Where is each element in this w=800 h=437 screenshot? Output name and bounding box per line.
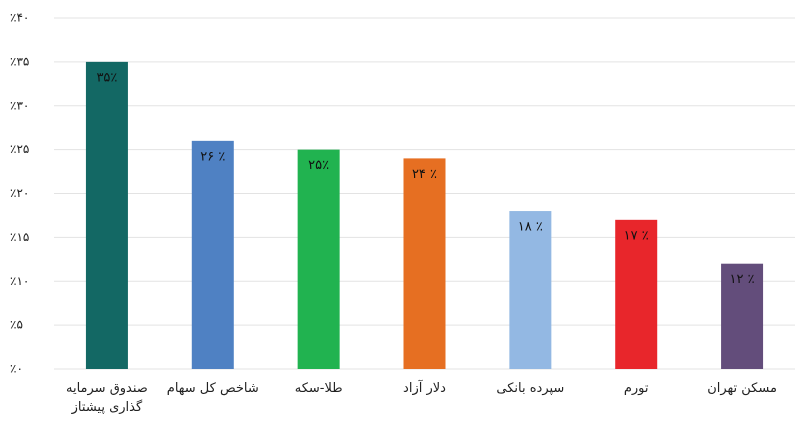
value-label: ۳۵٪ [96, 70, 117, 85]
y-tick-label: ٪۳۰ [10, 98, 29, 112]
bar [721, 263, 764, 369]
value-label: ۲۴ ٪ [412, 167, 437, 182]
y-tick-label: ٪۳۵ [10, 54, 29, 68]
y-tick-label: ٪۴۰ [10, 11, 29, 25]
x-tick-label: صندوق سرمایه گذاری پیشتاز [65, 381, 148, 415]
y-tick-label: ٪۵ [10, 318, 23, 332]
value-label: ۲۵٪ [308, 158, 329, 173]
y-tick-label: ٪۲۰ [10, 186, 29, 200]
x-tick-label: تورم [623, 381, 649, 396]
y-tick-label: ٪۱۵ [10, 230, 29, 244]
x-tick-label: طلا-سکه [294, 381, 343, 396]
x-tick-label: شاخص کل سهام [166, 381, 259, 396]
x-tick-label: دلار آزاد [403, 381, 446, 396]
x-tick-label: مسکن تهران [707, 381, 777, 396]
bar [85, 61, 128, 369]
bar [615, 219, 658, 369]
bar [297, 149, 340, 369]
y-tick-label: ٪۲۵ [10, 142, 29, 156]
value-label: ۱۸ ٪ [518, 220, 543, 235]
bar [191, 140, 234, 369]
x-tick-label: سپرده بانکی [496, 381, 565, 396]
bar [403, 158, 446, 369]
y-tick-label: ٪۰ [10, 362, 23, 376]
bar [509, 211, 552, 369]
value-label: ۱۷ ٪ [624, 228, 649, 243]
value-label: ۱۲ ٪ [730, 272, 755, 287]
value-label: ۲۶ ٪ [200, 149, 225, 164]
y-tick-label: ٪۱۰ [10, 274, 29, 288]
